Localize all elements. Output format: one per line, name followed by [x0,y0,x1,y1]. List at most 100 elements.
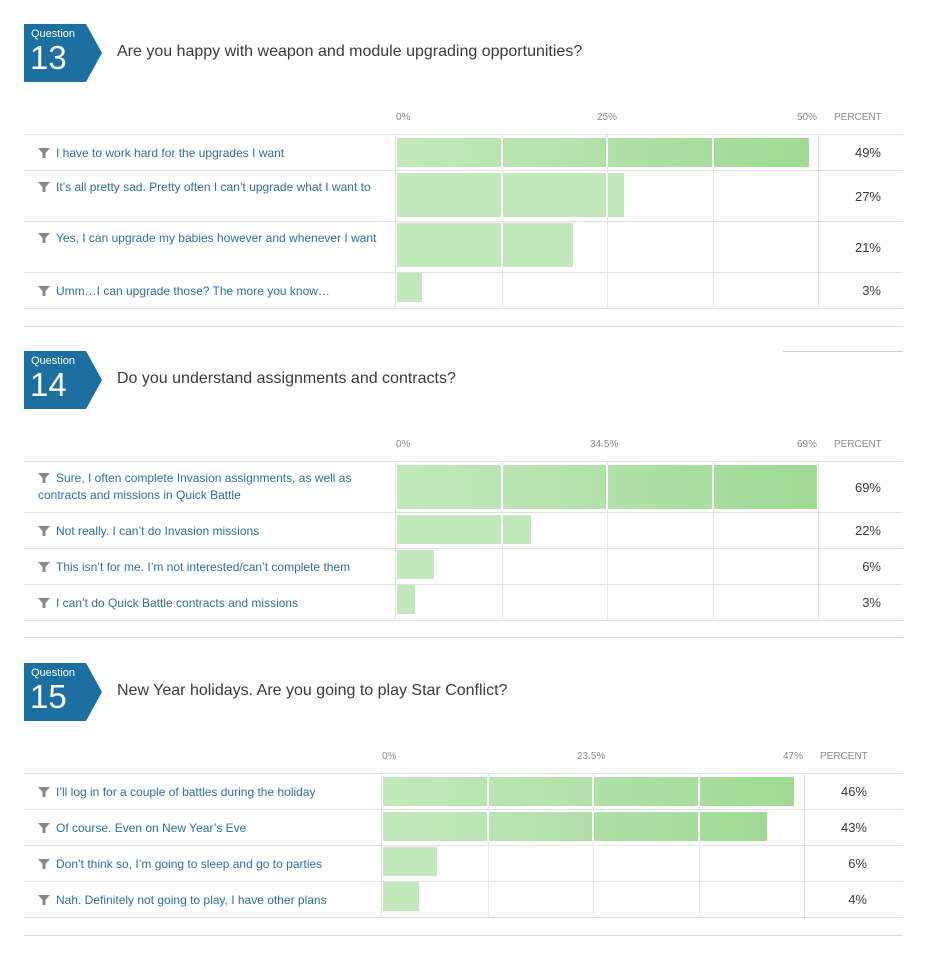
answer-label[interactable]: Nah. Definitely not going to play, I hav… [38,892,373,909]
bar-segment-gap [501,173,503,217]
bar-segment-gap [606,138,608,167]
grid-line [713,462,714,621]
percent-value: 6% [862,559,881,574]
axis-tick: 25% [597,112,618,123]
filter-icon[interactable] [38,148,50,158]
grid-line [699,774,700,918]
bar[interactable] [397,550,434,579]
bar-plot-area [381,774,805,918]
question-number: 14 [30,366,67,403]
percent-value: 21% [854,240,881,255]
answer-table: Sure, I often complete Invasion assignme… [24,461,903,621]
percent-column-header: PERCENT [834,112,882,123]
answer-text: Of course. Even on New Year’s Eve [56,821,247,835]
percent-value: 46% [840,784,867,799]
answer-table: I have to work hard for the upgrades I w… [24,134,903,309]
bar-segment-gap [606,465,608,509]
axis-tick: 69% [797,439,818,450]
grid-line [502,135,503,309]
percent-value: 22% [854,523,881,538]
answer-table: I’ll log in for a couple of battles duri… [24,773,903,918]
question-number: 15 [30,678,67,715]
section-divider [24,637,903,638]
axis-tick: 34.5% [590,439,619,450]
bar-segment-gap [501,515,503,544]
filter-icon[interactable] [38,286,50,296]
answer-label[interactable]: Don’t think so, I’m going to sleep and g… [38,856,373,873]
answer-row: Nah. Definitely not going to play, I hav… [24,882,903,918]
question-badge-label: Question [31,667,76,679]
bar[interactable] [397,465,817,509]
answer-text: Don’t think so, I’m going to sleep and g… [56,857,323,871]
filter-icon[interactable] [38,182,50,192]
bar[interactable] [383,777,794,806]
answer-label[interactable]: Yes, I can upgrade my babies however and… [38,230,383,247]
section-divider [24,935,903,936]
axis-tick: 0% [396,112,411,123]
answer-text: It’s all pretty sad. Pretty often I can’… [56,180,371,194]
grid-line [607,462,608,621]
answer-label[interactable]: It’s all pretty sad. Pretty often I can’… [38,179,383,196]
percent-value: 69% [854,480,881,495]
grid-line [713,135,714,309]
question-badge: Question 14 [24,351,102,409]
answer-text: Yes, I can upgrade my babies however and… [56,231,377,245]
bar-plot-area [395,462,819,621]
bar[interactable] [383,812,767,841]
answer-label[interactable]: Not really. I can’t do Invasion missions [38,523,383,540]
bar-segment-gap [698,777,700,806]
bar-segment-gap [712,465,714,509]
answer-row: I’ll log in for a couple of battles duri… [24,774,903,810]
answer-row: Not really. I can’t do Invasion missions… [24,513,903,549]
percent-value: 43% [840,820,867,835]
section-divider-short [783,351,903,352]
bar[interactable] [397,173,624,217]
axis-tick: 0% [382,751,397,762]
axis-tick: 47% [783,751,804,762]
bar-segment-gap [712,138,714,167]
filter-icon[interactable] [38,562,50,572]
question-13-section: Question 13 Are you happy with weapon an… [0,24,927,328]
percent-column-header: PERCENT [834,439,882,450]
bar[interactable] [397,585,415,614]
axis-tick: 0% [396,439,411,450]
bar[interactable] [383,882,419,911]
bar[interactable] [397,273,422,302]
answer-row: Umm…I can upgrade those? The more you kn… [24,273,903,309]
bar-segment-gap [501,138,503,167]
grid-line [488,774,489,918]
filter-icon[interactable] [38,859,50,869]
answer-label[interactable]: Sure, I often complete Invasion assignme… [38,470,383,504]
question-14-section: Question 14 Do you understand assignment… [0,351,927,641]
answer-text: Not really. I can’t do Invasion missions [56,524,260,538]
filter-icon[interactable] [38,233,50,243]
filter-icon[interactable] [38,823,50,833]
answer-label[interactable]: Umm…I can upgrade those? The more you kn… [38,283,383,300]
answer-row: This isn’t for me. I’m not interested/ca… [24,549,903,585]
question-badge: Question 13 [24,24,102,82]
filter-icon[interactable] [38,473,50,483]
answer-label[interactable]: I have to work hard for the upgrades I w… [38,145,383,162]
percent-value: 27% [854,189,881,204]
answer-label[interactable]: I can’t do Quick Battle contracts and mi… [38,595,383,612]
filter-icon[interactable] [38,787,50,797]
bar-plot-area [395,135,819,309]
filter-icon[interactable] [38,526,50,536]
answer-text: Nah. Definitely not going to play, I hav… [56,893,327,907]
bar-segment-gap [501,465,503,509]
filter-icon[interactable] [38,598,50,608]
bar[interactable] [397,223,573,267]
bar[interactable] [397,138,809,167]
grid-line [607,135,608,309]
percent-column-header: PERCENT [820,751,868,762]
filter-icon[interactable] [38,895,50,905]
bar-segment-gap [592,812,594,841]
question-title: Are you happy with weapon and module upg… [117,43,583,60]
answer-label[interactable]: This isn’t for me. I’m not interested/ca… [38,559,383,576]
answer-label[interactable]: Of course. Even on New Year’s Eve [38,820,373,837]
bar-segment-gap [592,777,594,806]
bar[interactable] [397,515,531,544]
bar-segment-gap [606,173,608,217]
bar[interactable] [383,847,437,876]
answer-label[interactable]: I’ll log in for a couple of battles duri… [38,784,373,801]
